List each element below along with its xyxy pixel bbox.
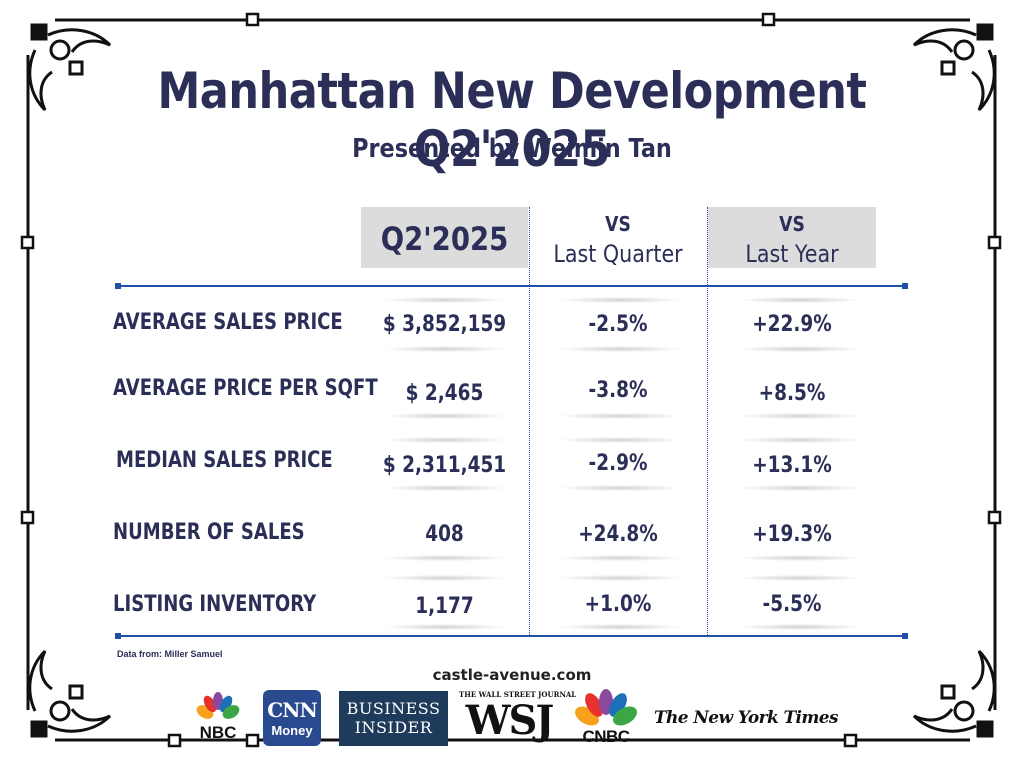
top-rule [115, 283, 908, 289]
row-label-avg-price-sqft: AVERAGE PRICE PER SQFT [113, 376, 378, 401]
cell-vs-quarter: +1.0% [584, 592, 652, 617]
cell-vs-quarter: -2.9% [588, 451, 648, 476]
insider-wordmark: INSIDER [354, 718, 433, 737]
wsj-logo: THE WALL STREET JOURNAL WSJ [459, 690, 577, 748]
cell-shadow [560, 297, 680, 303]
cell-shadow [385, 485, 505, 491]
cell-shadow [385, 624, 505, 630]
cell-shadow [740, 413, 860, 419]
cell-vs-quarter: -2.5% [588, 312, 648, 337]
cell-shadow [560, 413, 680, 419]
cell-q2: 1,177 [415, 594, 474, 619]
row-label-listing-inventory: LISTING INVENTORY [113, 592, 317, 617]
row-label-number-of-sales: NUMBER OF SALES [113, 520, 305, 545]
cell-shadow [740, 297, 860, 303]
bottom-rule [115, 633, 908, 639]
cell-vs-year: +19.3% [752, 522, 832, 547]
business-insider-logo: BUSINESS INSIDER [339, 691, 448, 746]
cell-shadow [560, 624, 680, 630]
header-q2: Q2'2025 [380, 220, 509, 258]
cell-shadow [740, 624, 860, 630]
cell-shadow [740, 555, 860, 561]
nyt-logo: The New York Times [654, 708, 839, 728]
page-subtitle: Presented by Weimin Tan [352, 134, 672, 164]
header-vs-quarter-line2: Last Quarter [553, 240, 683, 268]
cell-shadow [385, 437, 505, 443]
cell-shadow [740, 437, 860, 443]
cell-q2: 408 [425, 522, 464, 547]
wsj-masthead: THE WALL STREET JOURNAL [459, 690, 577, 699]
cell-shadow [740, 575, 860, 581]
cnn-wordmark: CNN [267, 698, 317, 722]
cell-shadow [560, 485, 680, 491]
wsj-wordmark: WSJ [465, 697, 555, 744]
header-vs-quarter-line1: VS [605, 212, 631, 236]
cell-shadow [385, 555, 505, 561]
cell-vs-year: -5.5% [762, 592, 822, 617]
peacock-icon [196, 692, 240, 719]
cell-shadow [385, 297, 505, 303]
money-wordmark: Money [271, 723, 313, 738]
cell-vs-year: +22.9% [752, 312, 832, 337]
header-q2-box [361, 207, 528, 268]
cell-q2: $ 2,311,451 [382, 453, 507, 478]
row-label-avg-sales-price: AVERAGE SALES PRICE [113, 310, 343, 335]
cell-vs-year: +13.1% [752, 453, 832, 478]
row-label-median-sales-price: MEDIAN SALES PRICE [116, 448, 333, 473]
cell-vs-year: +8.5% [758, 381, 826, 406]
data-source-note: Data from: Miller Samuel [117, 649, 223, 659]
cnbc-wordmark: CNBC [582, 727, 630, 746]
peacock-icon [575, 689, 637, 726]
cell-shadow [740, 485, 860, 491]
column-divider-1 [529, 207, 530, 635]
header-vs-year-line2: Last Year [745, 240, 839, 268]
cnbc-logo: CNBC [569, 688, 643, 748]
cell-shadow [385, 413, 505, 419]
cell-shadow [385, 346, 505, 352]
header-vs-year-line1: VS [779, 212, 805, 236]
nbc-logo: NBC [192, 690, 244, 746]
cell-shadow [385, 575, 505, 581]
business-wordmark: BUSINESS [346, 699, 441, 718]
cell-shadow [560, 575, 680, 581]
cell-q2: $ 3,852,159 [382, 312, 507, 337]
page-title: Manhattan New Development Q2'2025 [157, 62, 867, 178]
cell-shadow [740, 346, 860, 352]
column-divider-2 [707, 207, 708, 635]
cell-shadow [560, 437, 680, 443]
cell-shadow [560, 346, 680, 352]
cnn-money-logo: CNN Money [263, 690, 321, 746]
nbc-wordmark: NBC [199, 723, 237, 742]
website-url: castle-avenue.com [432, 666, 592, 684]
cell-vs-quarter: -3.8% [588, 378, 648, 403]
cell-vs-quarter: +24.8% [578, 522, 658, 547]
cell-q2: $ 2,465 [405, 381, 484, 406]
cell-shadow [560, 555, 680, 561]
header-vs-year-box [708, 207, 876, 268]
